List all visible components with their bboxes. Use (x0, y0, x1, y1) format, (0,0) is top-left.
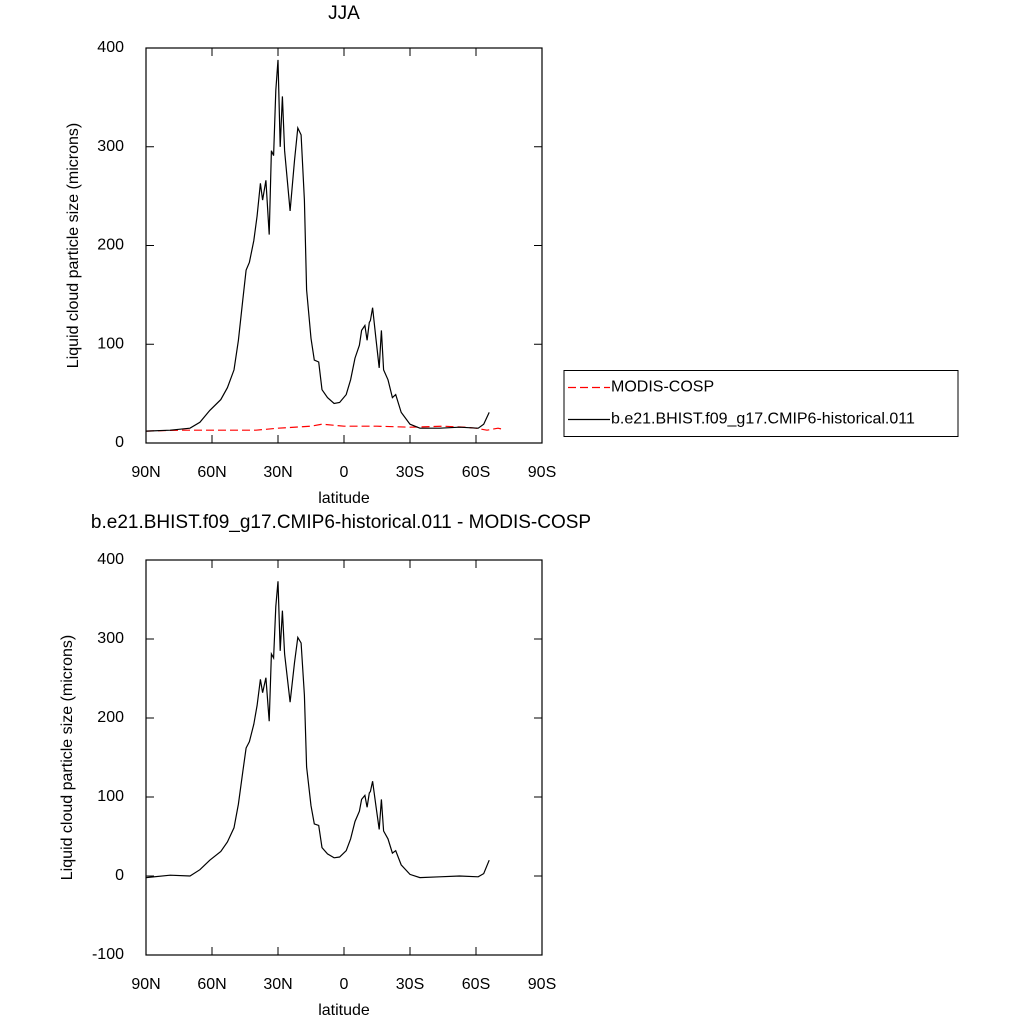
y-tick-label: 300 (97, 138, 124, 155)
x-tick-label: 30S (396, 464, 424, 481)
x-axis-label: latitude (318, 1002, 370, 1019)
y-tick-label: 200 (97, 237, 124, 254)
y-tick-label: 200 (97, 709, 124, 726)
x-tick-label: 0 (340, 976, 349, 993)
y-tick-label: 0 (115, 434, 124, 451)
x-tick-label: 90N (131, 464, 160, 481)
data-line (145, 59, 490, 432)
x-tick-label: 90N (131, 976, 160, 993)
y-tick-label: -100 (92, 946, 124, 963)
y-tick-label: 400 (97, 39, 124, 56)
x-tick-label: 30S (396, 976, 424, 993)
x-tick-label: 60S (462, 976, 490, 993)
x-tick-label: 90S (528, 464, 556, 481)
x-tick-label: 90S (528, 976, 556, 993)
x-axis-label: latitude (318, 490, 370, 507)
legend-label: b.e21.BHIST.f09_g17.CMIP6-historical.011 (611, 411, 915, 428)
plot-frame (145, 559, 543, 956)
x-tick-label: 0 (340, 464, 349, 481)
x-tick-label: 60S (462, 464, 490, 481)
chart-title: JJA (328, 3, 360, 24)
x-tick-label: 60N (197, 976, 226, 993)
x-tick-label: 30N (263, 976, 292, 993)
y-tick-label: 100 (97, 335, 124, 352)
y-axis-label: Liquid cloud particle size (microns) (65, 123, 82, 368)
x-tick-label: 60N (197, 464, 226, 481)
y-tick-label: 0 (115, 867, 124, 884)
y-tick-label: 300 (97, 630, 124, 647)
y-tick-label: 400 (97, 551, 124, 568)
y-axis-label: Liquid cloud particle size (microns) (59, 635, 76, 880)
y-tick-label: 100 (97, 788, 124, 805)
x-tick-label: 30N (263, 464, 292, 481)
legend-box (563, 370, 959, 437)
legend-label: MODIS-COSP (611, 379, 714, 396)
data-line (145, 581, 490, 879)
plot-frame (145, 47, 543, 444)
data-line (145, 423, 503, 432)
chart-title: b.e21.BHIST.f09_g17.CMIP6-historical.011… (91, 512, 591, 533)
